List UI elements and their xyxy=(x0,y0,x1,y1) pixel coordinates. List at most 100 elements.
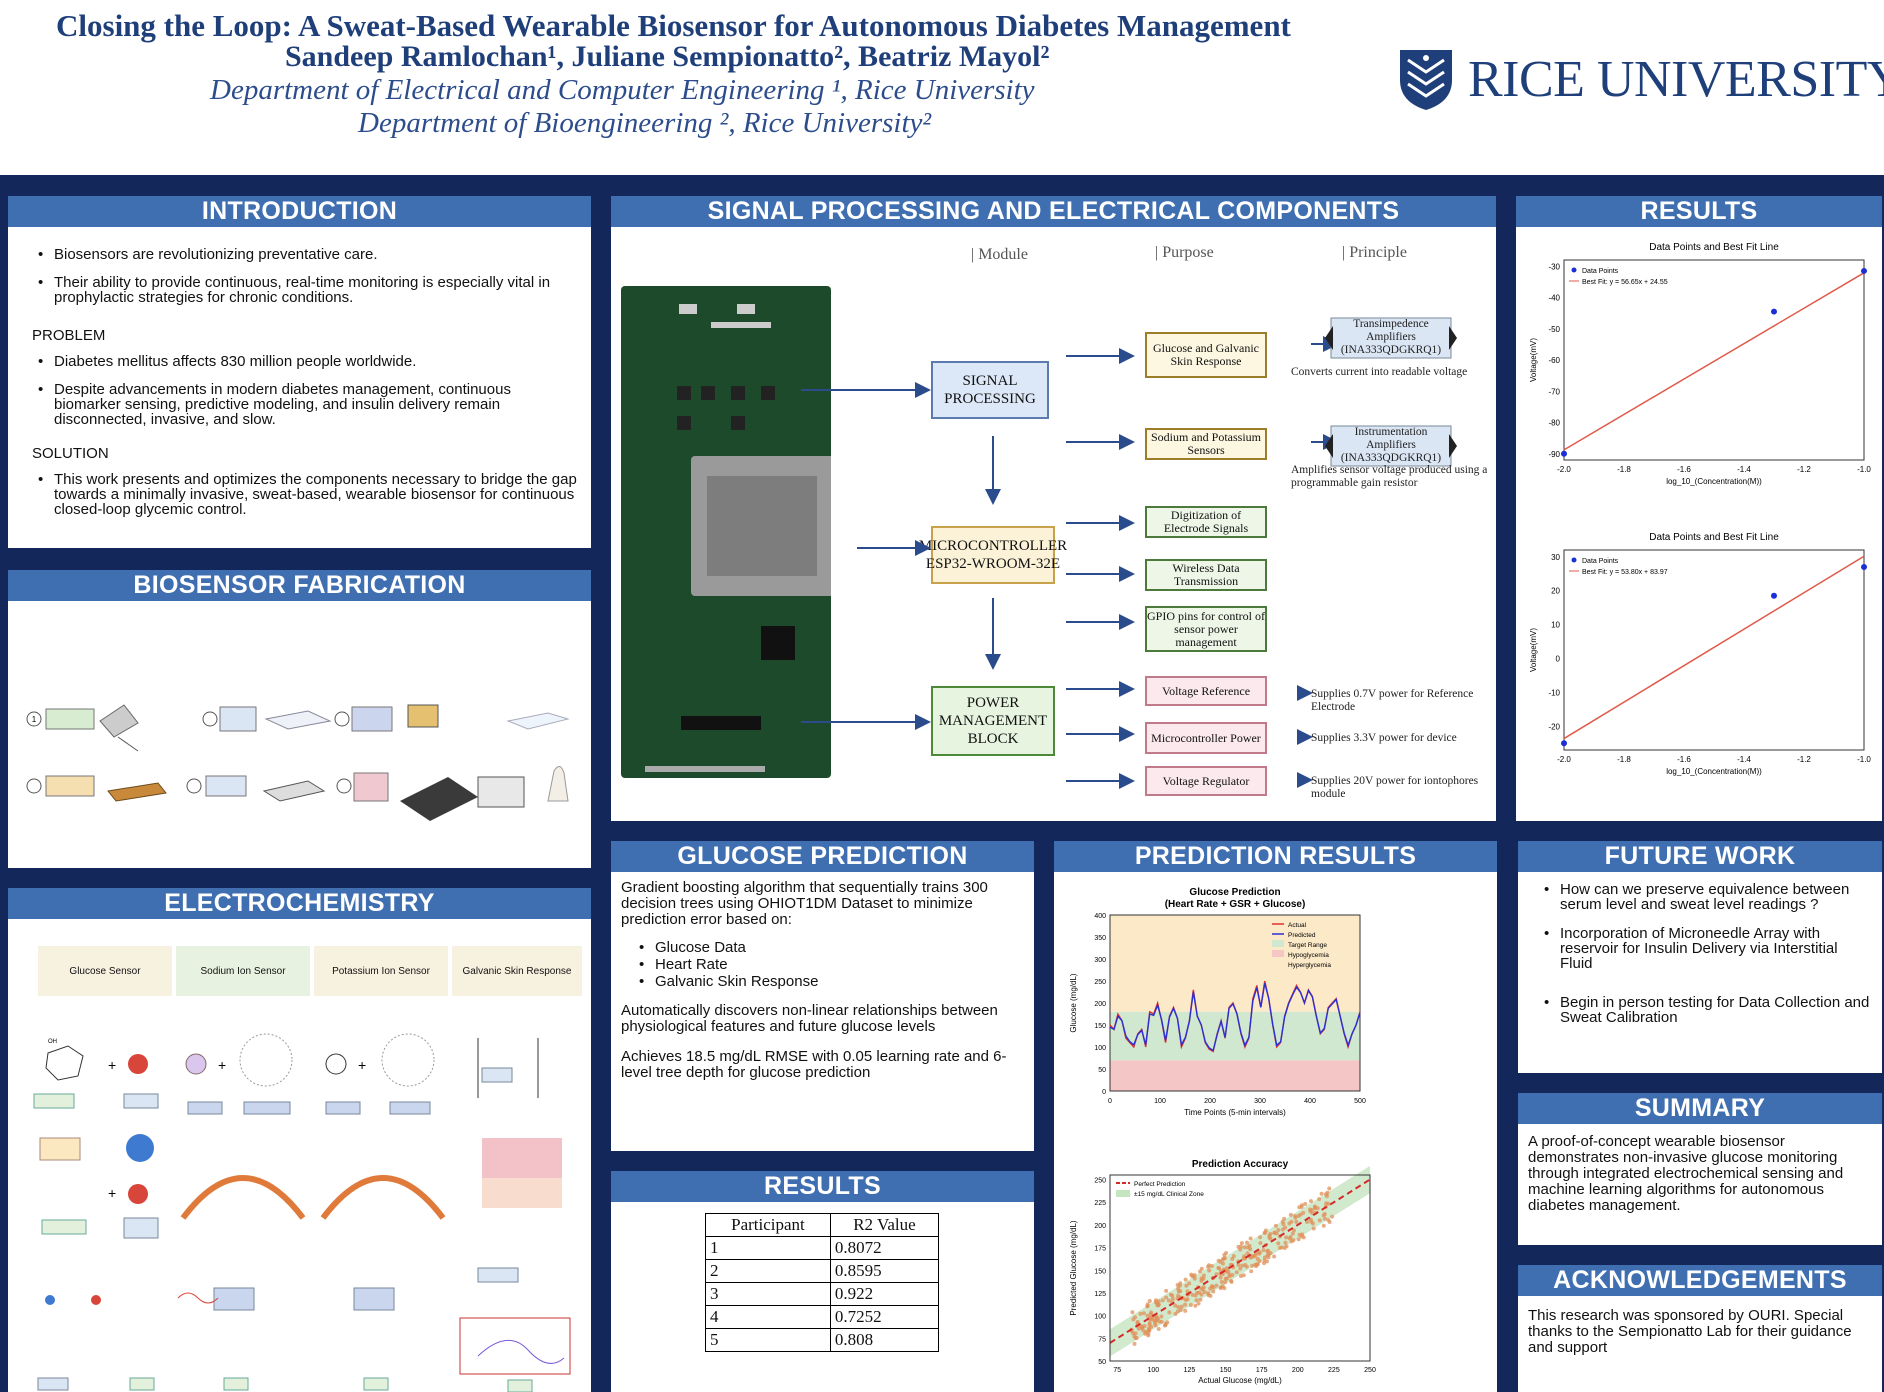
data-point xyxy=(1218,1285,1223,1290)
svg-text:+: + xyxy=(218,1057,226,1073)
data-point xyxy=(1214,1272,1219,1277)
data-point xyxy=(1771,308,1777,315)
amplifier-1-note: Converts current into readable voltage xyxy=(1291,366,1468,378)
data-point xyxy=(1303,1202,1308,1207)
data-point xyxy=(1159,1319,1164,1324)
signal-title: SIGNAL PROCESSING AND ELECTRICAL COMPONE… xyxy=(611,196,1496,227)
electrochemistry-diagram: OH + + + xyxy=(33,1033,571,1392)
data-point xyxy=(1153,1323,1158,1328)
y-tick-label: 225 xyxy=(1094,1200,1106,1207)
data-point xyxy=(1227,1272,1232,1277)
department-1: Department of Electrical and Computer En… xyxy=(210,74,1035,106)
data-point xyxy=(1317,1218,1322,1223)
data-point xyxy=(1277,1245,1282,1250)
legend-label: Predicted xyxy=(1288,932,1316,939)
legend-label: ±15 mg/dL Clinical Zone xyxy=(1134,1191,1204,1198)
data-point xyxy=(1166,1298,1171,1303)
data-point xyxy=(1293,1214,1298,1219)
data-point xyxy=(1265,1248,1270,1253)
data-point xyxy=(1201,1285,1206,1290)
data-point xyxy=(1322,1216,1327,1221)
table-cell: 0.7252 xyxy=(829,1305,940,1329)
poster-title: Closing the Loop: A Sweat-Based Wearable… xyxy=(56,8,1291,43)
y-tick-label: 400 xyxy=(1094,913,1106,920)
data-point xyxy=(1206,1264,1211,1269)
x-axis-label: log_10_(Concentration(M)) xyxy=(1666,767,1762,776)
data-point xyxy=(1321,1213,1326,1218)
data-point xyxy=(1241,1256,1246,1261)
data-point xyxy=(1330,1214,1335,1219)
data-point xyxy=(1220,1261,1225,1266)
summary-text: A proof-of-concept wearable biosensor de… xyxy=(1528,1133,1844,1214)
data-point xyxy=(1178,1289,1183,1294)
fabrication-step-6 xyxy=(336,766,569,821)
acknowledgements-text: This research was sponsored by OURI. Spe… xyxy=(1528,1307,1852,1356)
x-tick-label: 125 xyxy=(1184,1367,1196,1374)
table-cell: 0.808 xyxy=(829,1328,940,1352)
glucose-prediction-intro: Gradient boosting algorithm that sequent… xyxy=(621,879,988,928)
poster-header: Closing the Loop: A Sweat-Based Wearable… xyxy=(0,0,1884,175)
data-point xyxy=(1280,1219,1285,1224)
fabrication-step-3 xyxy=(334,704,570,732)
data-point xyxy=(1219,1279,1224,1284)
amplifier-2-label: Instrumentation Amplifiers (INA333QDGKRQ… xyxy=(1340,426,1442,464)
poster-authors: Sandeep Ramlochan¹, Juliane Sempionatto²… xyxy=(285,40,1050,73)
data-point xyxy=(1296,1237,1301,1242)
calibration-chart-2: Data Points and Best Fit Line -2.0 -1.8 -1.… xyxy=(1529,532,1871,776)
pcb-board-image xyxy=(621,286,831,778)
electrochemistry-title: ELECTROCHEMISTRY xyxy=(8,888,591,919)
data-point xyxy=(1298,1212,1303,1217)
y-tick-label: 150 xyxy=(1094,1023,1106,1030)
fabrication-title: BIOSENSOR FABRICATION xyxy=(8,570,591,601)
feature-glucose: Glucose Data xyxy=(633,940,1020,955)
y-tick-label: 200 xyxy=(1094,1223,1106,1230)
data-point xyxy=(1211,1289,1216,1294)
x-tick-label: 75 xyxy=(1113,1367,1121,1374)
data-point xyxy=(1257,1259,1262,1264)
y-tick-label: 0 xyxy=(1556,654,1561,663)
y-tick-label: 200 xyxy=(1094,1001,1106,1008)
purpose-wireless: Wireless Data Transmission xyxy=(1145,559,1267,591)
data-point xyxy=(1197,1290,1202,1295)
svg-text:+: + xyxy=(108,1057,116,1073)
legend-label: Target Range xyxy=(1288,942,1327,949)
plot-frame xyxy=(1109,914,1361,1092)
data-point xyxy=(1253,1262,1258,1267)
data-point xyxy=(1206,1291,1211,1296)
data-point xyxy=(1326,1218,1331,1223)
signal-panel: SIGNAL PROCESSING AND ELECTRICAL COMPONE… xyxy=(611,196,1496,821)
data-point xyxy=(1257,1250,1262,1255)
data-point xyxy=(1147,1298,1152,1303)
glucose-prediction-title: GLUCOSE PREDICTION xyxy=(611,841,1034,872)
data-point xyxy=(1148,1315,1153,1320)
fabrication-diagram: 1 xyxy=(26,704,570,821)
y-tick-label: -40 xyxy=(1548,294,1560,303)
y-tick-label: -50 xyxy=(1548,325,1560,334)
y-tick-label: 50 xyxy=(1098,1067,1106,1074)
data-point xyxy=(1223,1276,1228,1281)
y-axis-label: Voltage(mV) xyxy=(1529,338,1538,382)
y-tick-label: 75 xyxy=(1098,1336,1106,1343)
data-point xyxy=(1141,1311,1146,1316)
data-point xyxy=(1193,1293,1198,1298)
data-point xyxy=(1183,1277,1188,1282)
data-point xyxy=(1291,1228,1296,1233)
fabrication-panel: BIOSENSOR FABRICATION 1 xyxy=(8,570,591,868)
x-tick-label: -1.8 xyxy=(1617,755,1631,764)
data-point xyxy=(1156,1303,1161,1308)
data-point xyxy=(1178,1307,1183,1312)
power-management-box: POWER MANAGEMENT BLOCK xyxy=(931,686,1055,756)
data-point xyxy=(1231,1254,1236,1259)
data-point xyxy=(1238,1274,1243,1279)
future-work-title: FUTURE WORK xyxy=(1518,841,1882,872)
data-point xyxy=(1245,1251,1250,1256)
x-tick-label: -2.0 xyxy=(1557,465,1571,474)
data-point xyxy=(1258,1235,1263,1240)
sodium-column: + xyxy=(177,1033,306,1391)
data-point xyxy=(1267,1233,1272,1238)
data-point xyxy=(1771,592,1777,599)
best-fit-line xyxy=(1563,272,1865,451)
purpose-sodium-potassium: Sodium and Potassium Sensors xyxy=(1145,428,1267,460)
plot-frame xyxy=(1563,259,1865,461)
table-cell: 0.8595 xyxy=(829,1259,940,1283)
